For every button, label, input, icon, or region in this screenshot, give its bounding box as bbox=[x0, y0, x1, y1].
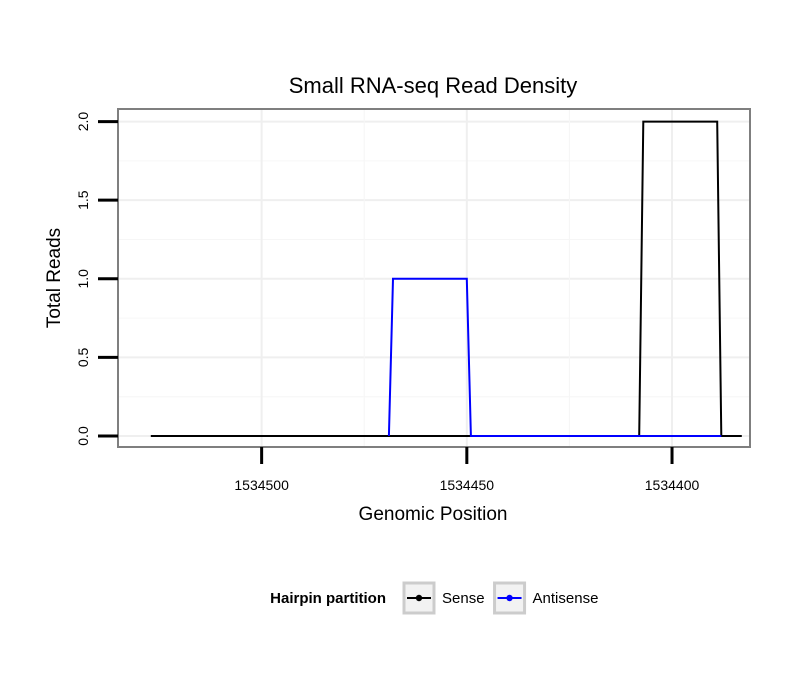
x-axis: 1534500 1534450 1534400 bbox=[234, 447, 699, 493]
y-tick-label: 0.5 bbox=[75, 347, 91, 367]
series-line-antisense bbox=[387, 277, 722, 437]
series-layer bbox=[150, 120, 742, 437]
legend: Hairpin partition Sense Antisense bbox=[270, 581, 599, 615]
x-tick-label: 1534450 bbox=[440, 477, 495, 493]
y-axis: 0.0 0.5 1.0 1.5 2.0 bbox=[75, 112, 118, 446]
legend-item-antisense: Antisense bbox=[493, 581, 599, 615]
legend-key-point bbox=[506, 594, 513, 602]
x-tick-label: 1534500 bbox=[234, 477, 289, 493]
legend-item-sense: Sense bbox=[402, 581, 485, 615]
legend-label: Antisense bbox=[533, 590, 599, 607]
y-tick-label: 1.0 bbox=[75, 269, 91, 289]
y-tick-label: 1.5 bbox=[75, 190, 91, 210]
x-tick-label: 1534400 bbox=[645, 477, 700, 493]
legend-key-point bbox=[415, 594, 423, 602]
legend-title: Hairpin partition bbox=[270, 590, 386, 607]
chart-title: Small RNA-seq Read Density bbox=[289, 73, 578, 98]
x-axis-label: Genomic Position bbox=[359, 504, 508, 525]
legend-items: Sense Antisense bbox=[402, 581, 599, 615]
y-axis-label: Total Reads bbox=[44, 228, 65, 328]
y-tick-label: 0.0 bbox=[75, 426, 91, 446]
y-tick-label: 2.0 bbox=[75, 112, 91, 132]
legend-label: Sense bbox=[442, 590, 485, 607]
